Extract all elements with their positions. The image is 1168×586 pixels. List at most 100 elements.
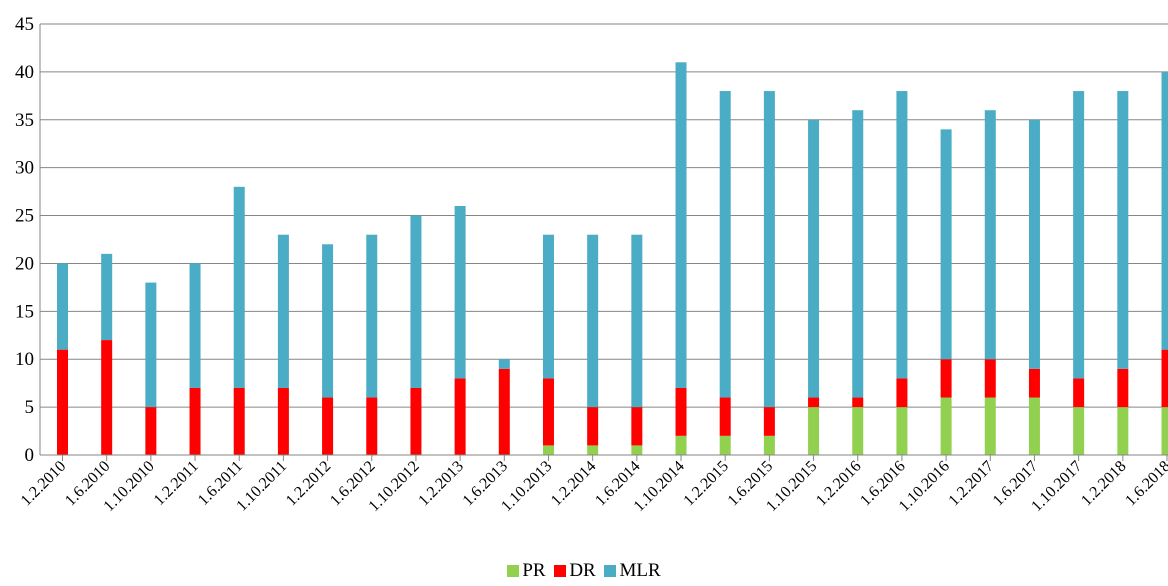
bar-segment-dr — [631, 407, 643, 446]
legend-item-mlr: MLR — [604, 560, 661, 582]
bar-segment-mlr — [587, 234, 599, 408]
bar-segment-dr — [322, 397, 334, 455]
x-tick-label: 1.2.2013 — [415, 458, 467, 510]
y-tick-label: 35 — [15, 110, 34, 131]
legend-label-dr: DR — [569, 560, 596, 581]
gridlines — [40, 23, 1168, 408]
bar-segment-mlr — [675, 62, 687, 388]
bar-segment-dr — [498, 368, 510, 455]
bar-segment-dr — [57, 349, 68, 455]
legend-swatch-pr — [507, 565, 520, 577]
y-tick-label: 20 — [15, 253, 34, 274]
x-tick-label: 1.2.2011 — [151, 458, 202, 509]
bar-segment-pr — [719, 435, 731, 455]
bar-segment-pr — [1161, 407, 1168, 455]
bar-segment-mlr — [189, 263, 201, 388]
bars — [57, 62, 1168, 455]
legend-label-pr: PR — [522, 560, 546, 581]
bar-segment-dr — [896, 378, 908, 408]
bar-segment-dr — [984, 359, 996, 398]
y-tick-label: 45 — [15, 14, 34, 35]
bar-segment-dr — [233, 387, 245, 455]
bar-segment-pr — [631, 445, 643, 455]
x-axis: 1.2.20101.6.20101.10.20101.2.20111.6.201… — [18, 454, 1168, 515]
bar-segment-pr — [675, 435, 687, 455]
bar-segment-dr — [101, 340, 113, 455]
bar-segment-mlr — [1028, 119, 1040, 369]
bar-segment-dr — [1161, 349, 1168, 408]
bar-segment-dr — [366, 397, 378, 455]
bar-segment-mlr — [366, 234, 378, 398]
bar-segment-pr — [896, 407, 908, 455]
bar-segment-pr — [940, 397, 952, 455]
bar-segment-dr — [852, 397, 864, 408]
y-tick-label: 0 — [25, 445, 35, 466]
bar-segment-dr — [587, 407, 599, 446]
bar-segment-mlr — [763, 91, 775, 408]
bar-segment-mlr — [1117, 91, 1129, 369]
y-tick-label: 15 — [15, 301, 34, 322]
y-tick-label: 40 — [15, 62, 34, 83]
bar-segment-mlr — [145, 282, 157, 408]
legend-swatch-mlr — [604, 565, 617, 577]
x-tick-label: 1.2.2014 — [548, 458, 600, 510]
bar-segment-dr — [277, 387, 289, 455]
legend: PR DR MLR — [0, 560, 1168, 582]
bar-segment-dr — [1073, 378, 1085, 408]
bar-segment-pr — [852, 407, 864, 455]
bar-segment-dr — [454, 378, 466, 455]
x-tick-label: 1.6.2018 — [1122, 458, 1168, 510]
bar-segment-mlr — [57, 263, 68, 350]
bar-segment-pr — [542, 445, 554, 455]
bar-segment-pr — [1073, 407, 1085, 455]
x-tick-label: 1.2.2016 — [813, 458, 865, 510]
bar-segment-mlr — [852, 110, 864, 398]
bar-segment-mlr — [631, 234, 643, 408]
bar-segment-mlr — [940, 129, 952, 360]
bar-segment-dr — [1117, 368, 1129, 408]
bar-segment-mlr — [101, 253, 113, 341]
x-tick-label: 1.2.2012 — [283, 458, 335, 510]
bar-segment-dr — [189, 387, 201, 455]
legend-label-mlr: MLR — [619, 560, 661, 581]
bar-segment-pr — [763, 435, 775, 455]
bar-segment-pr — [984, 397, 996, 455]
bar-segment-mlr — [233, 186, 245, 388]
bar-segment-mlr — [896, 91, 908, 379]
bar-segment-dr — [808, 397, 820, 408]
x-tick-label: 1.2.2018 — [1078, 458, 1130, 510]
bar-segment-mlr — [277, 234, 289, 388]
y-tick-label: 25 — [15, 206, 34, 227]
legend-item-dr: DR — [554, 560, 596, 582]
y-tick-label: 10 — [15, 349, 34, 370]
bar-segment-dr — [542, 378, 554, 446]
bar-segment-dr — [410, 387, 422, 455]
bar-segment-dr — [940, 359, 952, 398]
bar-segment-dr — [763, 407, 775, 436]
y-tick-label: 30 — [15, 158, 34, 179]
y-tick-label: 5 — [25, 397, 35, 418]
bar-segment-mlr — [454, 205, 466, 379]
bar-segment-mlr — [542, 234, 554, 379]
bar-segment-mlr — [322, 244, 334, 398]
bar-segment-mlr — [808, 119, 820, 398]
bar-segment-mlr — [410, 215, 422, 388]
bar-segment-dr — [675, 387, 687, 436]
bar-segment-mlr — [1073, 91, 1085, 379]
legend-swatch-dr — [554, 565, 567, 577]
bar-segment-dr — [1028, 368, 1040, 398]
x-tick-label: 1.2.2015 — [680, 458, 732, 510]
bar-segment-pr — [587, 445, 599, 455]
bar-segment-mlr — [984, 110, 996, 360]
bar-segment-mlr — [498, 359, 510, 369]
bar-segment-mlr — [1161, 71, 1168, 350]
x-tick-label: 1.2.2017 — [945, 458, 997, 510]
bar-segment-pr — [808, 407, 820, 455]
bar-segment-mlr — [719, 91, 731, 398]
y-axis: 0 5 10 15 20 25 30 35 40 45 — [15, 14, 41, 466]
legend-item-pr: PR — [507, 560, 546, 582]
bar-segment-dr — [719, 397, 731, 436]
bar-segment-pr — [1028, 397, 1040, 455]
bar-segment-dr — [145, 407, 157, 455]
